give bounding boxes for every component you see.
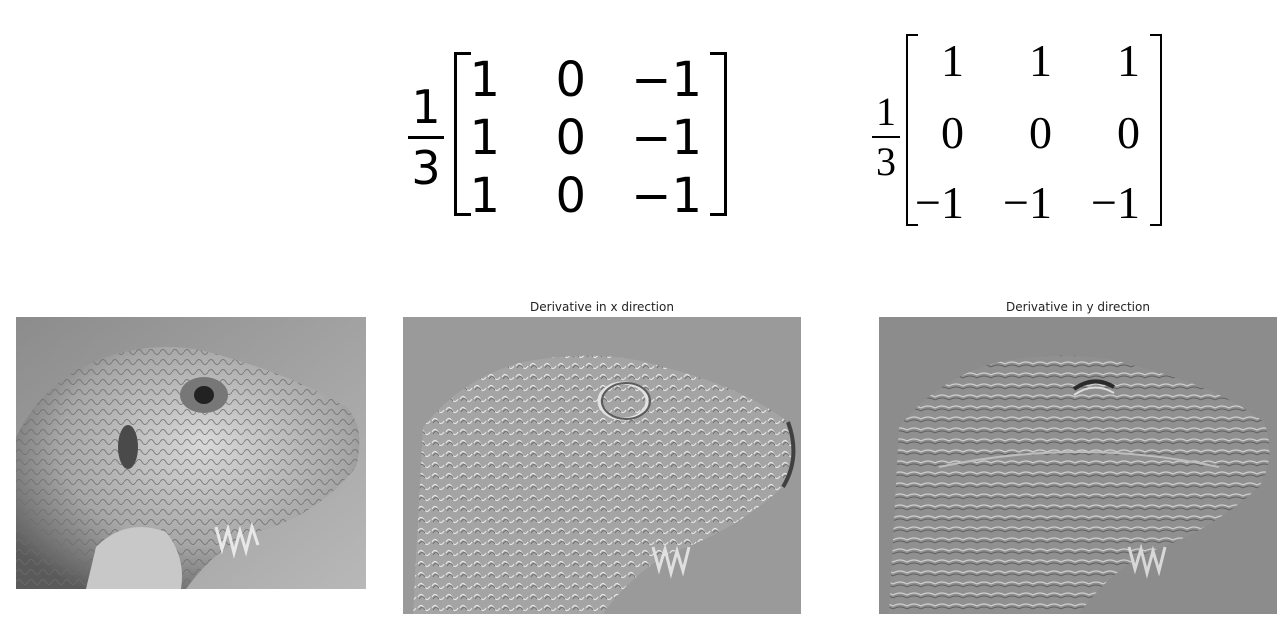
matrix-cell: −1: [631, 168, 702, 224]
fraction-bar: [872, 136, 900, 138]
matrix-cell: −1: [631, 110, 702, 166]
original-iguana-image: [16, 317, 366, 589]
y-derivative-kernel: 1 3 1 1 1 0 0 0 −1 −1 −1: [866, 28, 1176, 228]
matrix-cell: 0: [1117, 107, 1140, 158]
right-bracket: [710, 52, 727, 216]
fraction-numerator: 1: [411, 80, 441, 134]
matrix-cell: −1: [1091, 177, 1140, 228]
matrix-cell: 0: [555, 52, 586, 108]
matrix-cell: 0: [555, 110, 586, 166]
fraction-numerator: 1: [876, 89, 896, 134]
x-derivative-image: [403, 317, 801, 614]
matrix-cell: −1: [631, 52, 702, 108]
x-derivative-kernel: 1 3 1 0 −1 1 0 −1 1 0 −1: [400, 40, 740, 230]
matrix-cell: 1: [469, 52, 500, 108]
matrix-cell: 1: [469, 110, 500, 166]
dx-panel-title: Derivative in x direction: [530, 300, 674, 314]
right-bracket: [1150, 34, 1162, 226]
left-bracket: [906, 34, 918, 226]
y-derivative-image: [879, 317, 1277, 614]
matrix-cell: −1: [1003, 177, 1052, 228]
fraction-denominator: 3: [411, 141, 441, 195]
y-derivative-graphic: [879, 317, 1277, 614]
dy-panel-title: Derivative in y direction: [1006, 300, 1150, 314]
fraction-bar: [408, 136, 444, 139]
matrix-cell: −1: [915, 177, 964, 228]
matrix-cell: 1: [1029, 35, 1052, 86]
x-derivative-graphic: [403, 317, 801, 614]
kernel-y-scale-fraction: 1 3: [872, 92, 900, 182]
matrix-cell: 1: [469, 168, 500, 224]
matrix-cell: 1: [1117, 35, 1140, 86]
matrix-cell: 0: [941, 107, 964, 158]
left-bracket: [454, 52, 471, 216]
matrix-cell: 0: [555, 168, 586, 224]
matrix-cell: 0: [1029, 107, 1052, 158]
kernel-x-scale-fraction: 1 3: [408, 84, 444, 191]
fraction-denominator: 3: [876, 139, 896, 184]
iguana-photo-graphic: [16, 317, 366, 589]
matrix-cell: 1: [941, 35, 964, 86]
